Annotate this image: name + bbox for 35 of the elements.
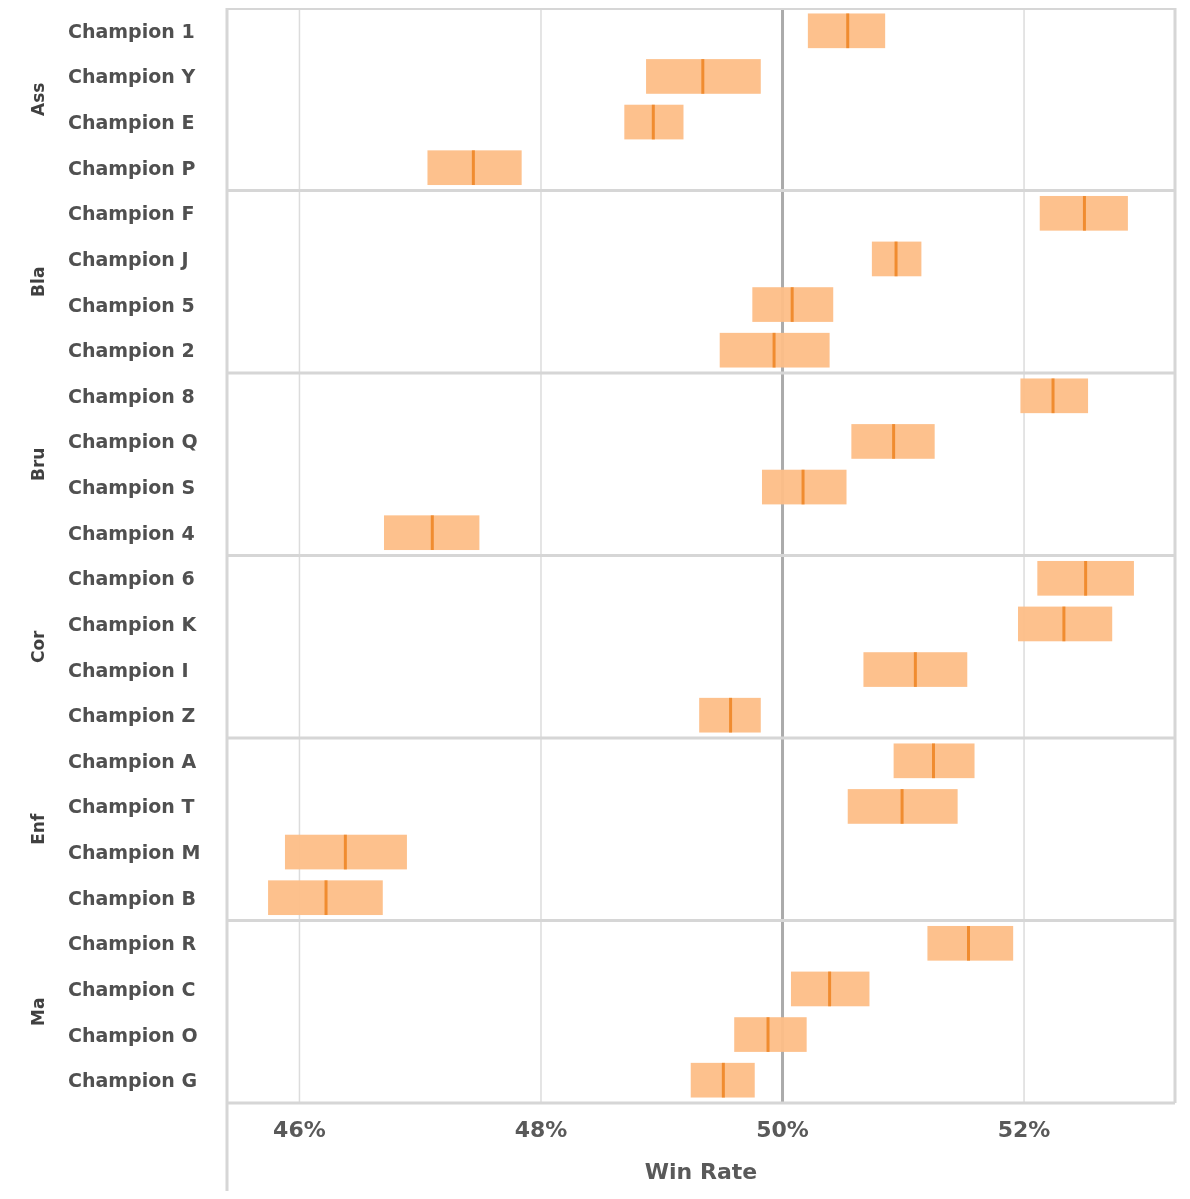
- y-tick-label: Champion K: [68, 612, 198, 635]
- y-tick-label: Champion C: [68, 977, 196, 1000]
- y-tick-label: Champion A: [68, 749, 197, 772]
- x-tick-label: 48%: [514, 1117, 568, 1142]
- text: Cor: [28, 629, 48, 664]
- y-tick-label: Champion T: [68, 795, 195, 818]
- text: Bla: [28, 266, 48, 297]
- y-tick-label: Champion Q: [68, 430, 198, 453]
- x-tick-label: 50%: [756, 1117, 809, 1142]
- y-tick-label: Champion G: [68, 1069, 197, 1092]
- y-tick-label: Champion J: [68, 247, 189, 270]
- text: Enf: [28, 813, 48, 845]
- y-tick-label: Champion Y: [68, 65, 196, 88]
- x-tick-label: 52%: [997, 1117, 1051, 1142]
- text: Bru: [28, 447, 48, 481]
- y-tick-label: Champion O: [68, 1023, 198, 1046]
- y-tick-label: Champion 2: [68, 339, 195, 362]
- y-tick-label: Champion R: [68, 932, 197, 955]
- y-tick-label: Champion 8: [68, 384, 195, 407]
- y-tick-label: Champion S: [68, 476, 196, 499]
- x-tick-label: 46%: [273, 1117, 326, 1142]
- x-axis-title: Win Rate: [644, 1159, 758, 1184]
- y-tick-label: Champion E: [68, 111, 195, 134]
- text: Ass: [28, 82, 48, 116]
- y-tick-label: Champion 6: [68, 567, 195, 590]
- y-tick-label: Champion 5: [68, 293, 195, 316]
- y-tick-label: Champion 1: [68, 19, 195, 42]
- y-tick-label: Champion B: [68, 886, 196, 909]
- y-tick-label: Champion I: [68, 658, 189, 681]
- y-tick-label: Champion F: [68, 202, 195, 225]
- y-tick-label: Champion M: [68, 841, 201, 864]
- y-tick-label: Champion 4: [68, 521, 195, 544]
- text: Ma: [28, 997, 48, 1026]
- y-tick-label: Champion P: [68, 156, 196, 179]
- y-tick-label: Champion Z: [68, 704, 196, 727]
